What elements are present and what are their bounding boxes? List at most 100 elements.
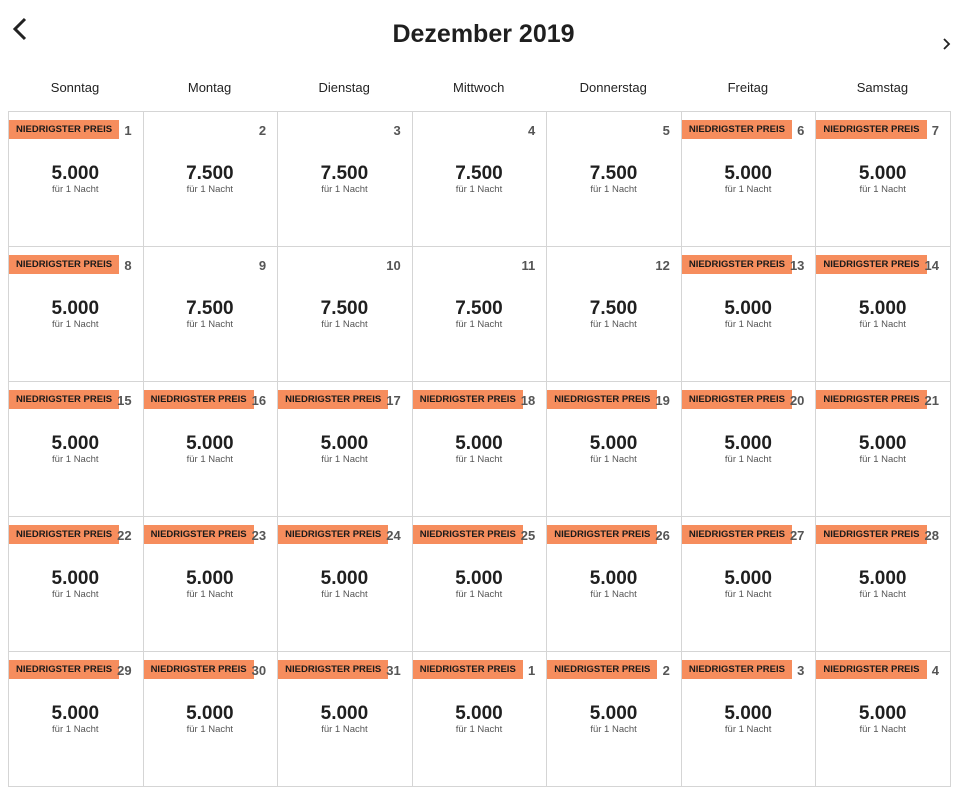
price: 5.000	[455, 703, 503, 724]
lowest-price-badge: NIEDRIGSTER PREIS	[681, 525, 792, 544]
day-cell[interactable]: NIEDRIGSTER PREIS 18 5.000 für 1 Nacht	[411, 381, 548, 517]
lowest-price-badge: NIEDRIGSTER PREIS	[143, 390, 254, 409]
price-note: für 1 Nacht	[590, 184, 637, 195]
lowest-price-badge: NIEDRIGSTER PREIS	[143, 660, 254, 679]
day-cell[interactable]: NIEDRIGSTER PREIS 29 5.000 für 1 Nacht	[8, 651, 144, 787]
prev-month-button[interactable]	[10, 16, 30, 42]
lowest-price-badge: NIEDRIGSTER PREIS	[547, 525, 658, 544]
day-number: 30	[251, 663, 267, 678]
lowest-price-badge: NIEDRIGSTER PREIS	[9, 390, 120, 409]
price-note: für 1 Nacht	[52, 589, 99, 600]
weekday-label: Sonntag	[50, 80, 100, 95]
price-note: für 1 Nacht	[724, 319, 772, 330]
price: 7.500	[589, 298, 638, 319]
day-number: 9	[258, 258, 267, 273]
price-note: für 1 Nacht	[186, 454, 234, 465]
day-cell[interactable]: NIEDRIGSTER PREIS 3 5.000 für 1 Nacht	[680, 651, 817, 787]
day-cell[interactable]: 12 7.500 für 1 Nacht	[546, 246, 682, 382]
price: 5.000	[724, 163, 772, 184]
lowest-price-badge: NIEDRIGSTER PREIS	[681, 390, 792, 409]
day-cell[interactable]: NIEDRIGSTER PREIS 2 5.000 für 1 Nacht	[546, 651, 682, 787]
day-cell[interactable]: NIEDRIGSTER PREIS 31 5.000 für 1 Nacht	[277, 651, 413, 787]
price-note: für 1 Nacht	[859, 319, 906, 330]
price: 5.000	[455, 568, 503, 589]
day-cell[interactable]: NIEDRIGSTER PREIS 1 5.000 für 1 Nacht	[8, 111, 144, 247]
price: 7.500	[455, 163, 503, 184]
day-number: 18	[520, 393, 536, 408]
price-note: für 1 Nacht	[859, 184, 906, 195]
next-arrow	[943, 38, 951, 50]
day-cell[interactable]: NIEDRIGSTER PREIS 8 5.000 für 1 Nacht	[8, 246, 144, 382]
price: 5.000	[724, 433, 772, 454]
price: 5.000	[186, 433, 234, 454]
price: 5.000	[320, 703, 369, 724]
lowest-price-badge: NIEDRIGSTER PREIS	[9, 120, 120, 139]
day-cell[interactable]: NIEDRIGSTER PREIS 23 5.000 für 1 Nacht	[142, 516, 279, 652]
price: 5.000	[51, 703, 100, 724]
day-cell[interactable]: 9 7.500 für 1 Nacht	[142, 246, 279, 382]
day-cell[interactable]: NIEDRIGSTER PREIS 1 5.000 für 1 Nacht	[411, 651, 548, 787]
day-cell[interactable]: NIEDRIGSTER PREIS 25 5.000 für 1 Nacht	[411, 516, 548, 652]
price: 5.000	[51, 298, 100, 319]
day-cell[interactable]: NIEDRIGSTER PREIS 16 5.000 für 1 Nacht	[142, 381, 279, 517]
price: 5.000	[724, 703, 772, 724]
day-number: 5	[662, 123, 670, 138]
price-note: für 1 Nacht	[724, 724, 772, 735]
day-cell[interactable]: 2 7.500 für 1 Nacht	[142, 111, 279, 247]
price: 7.500	[320, 298, 369, 319]
price: 5.000	[186, 703, 234, 724]
day-cell[interactable]: NIEDRIGSTER PREIS 20 5.000 für 1 Nacht	[680, 381, 817, 517]
lowest-price-badge: NIEDRIGSTER PREIS	[9, 660, 120, 679]
weekday-label: Montag	[187, 80, 232, 95]
price: 7.500	[186, 298, 234, 319]
day-cell[interactable]: NIEDRIGSTER PREIS 27 5.000 für 1 Nacht	[680, 516, 817, 652]
day-number: 7	[931, 123, 939, 138]
price-note: für 1 Nacht	[186, 589, 234, 600]
day-cell[interactable]: 11 7.500 für 1 Nacht	[411, 246, 548, 382]
price-note: für 1 Nacht	[52, 319, 99, 330]
price-note: für 1 Nacht	[321, 724, 368, 735]
weekday-label: Freitag	[727, 80, 769, 95]
day-cell[interactable]: NIEDRIGSTER PREIS 22 5.000 für 1 Nacht	[8, 516, 144, 652]
day-cell[interactable]: NIEDRIGSTER PREIS 4 5.000 für 1 Nacht	[815, 651, 951, 787]
day-cell[interactable]: NIEDRIGSTER PREIS 13 5.000 für 1 Nacht	[680, 246, 817, 382]
day-cell[interactable]: NIEDRIGSTER PREIS 15 5.000 für 1 Nacht	[8, 381, 144, 517]
day-cell[interactable]: 3 7.500 für 1 Nacht	[277, 111, 413, 247]
price-note: für 1 Nacht	[590, 454, 637, 465]
price-note: für 1 Nacht	[724, 454, 772, 465]
day-cell[interactable]: NIEDRIGSTER PREIS 6 5.000 für 1 Nacht	[680, 111, 817, 247]
price-note: für 1 Nacht	[321, 454, 368, 465]
price-note: für 1 Nacht	[186, 184, 234, 195]
day-cell[interactable]: NIEDRIGSTER PREIS 28 5.000 für 1 Nacht	[815, 516, 951, 652]
day-number: 12	[655, 258, 670, 273]
price-note: für 1 Nacht	[186, 319, 234, 330]
lowest-price-badge: NIEDRIGSTER PREIS	[412, 390, 523, 409]
calendar-grid: NIEDRIGSTER PREIS 1 5.000 für 1 Nacht 2 7.500…	[8, 111, 951, 787]
day-cell[interactable]: NIEDRIGSTER PREIS 30 5.000 für 1 Nacht	[142, 651, 279, 787]
day-number: 13	[789, 258, 805, 273]
price: 5.000	[455, 433, 503, 454]
day-cell[interactable]: NIEDRIGSTER PREIS 19 5.000 für 1 Nacht	[546, 381, 682, 517]
price-note: für 1 Nacht	[859, 724, 906, 735]
price-note: für 1 Nacht	[590, 724, 637, 735]
price: 5.000	[858, 163, 907, 184]
day-cell[interactable]: NIEDRIGSTER PREIS 24 5.000 für 1 Nacht	[277, 516, 413, 652]
day-cell[interactable]: 10 7.500 für 1 Nacht	[277, 246, 413, 382]
day-cell[interactable]: NIEDRIGSTER PREIS 7 5.000 für 1 Nacht	[815, 111, 951, 247]
day-number: 3	[393, 123, 401, 138]
day-cell[interactable]: NIEDRIGSTER PREIS 17 5.000 für 1 Nacht	[277, 381, 413, 517]
day-cell[interactable]: 4 7.500 für 1 Nacht	[411, 111, 548, 247]
price: 5.000	[724, 568, 772, 589]
day-cell[interactable]: 5 7.500 für 1 Nacht	[546, 111, 682, 247]
price-note: für 1 Nacht	[590, 589, 637, 600]
weekday-label: Donnerstag	[579, 80, 647, 95]
price: 5.000	[186, 568, 234, 589]
next-month-button[interactable]	[940, 37, 952, 51]
price: 5.000	[589, 703, 638, 724]
day-cell[interactable]: NIEDRIGSTER PREIS 21 5.000 für 1 Nacht	[815, 381, 951, 517]
day-cell[interactable]: NIEDRIGSTER PREIS 14 5.000 für 1 Nacht	[815, 246, 951, 382]
day-number: 10	[386, 258, 401, 273]
day-cell[interactable]: NIEDRIGSTER PREIS 26 5.000 für 1 Nacht	[546, 516, 682, 652]
lowest-price-badge: NIEDRIGSTER PREIS	[9, 255, 120, 274]
lowest-price-badge: NIEDRIGSTER PREIS	[278, 660, 389, 679]
